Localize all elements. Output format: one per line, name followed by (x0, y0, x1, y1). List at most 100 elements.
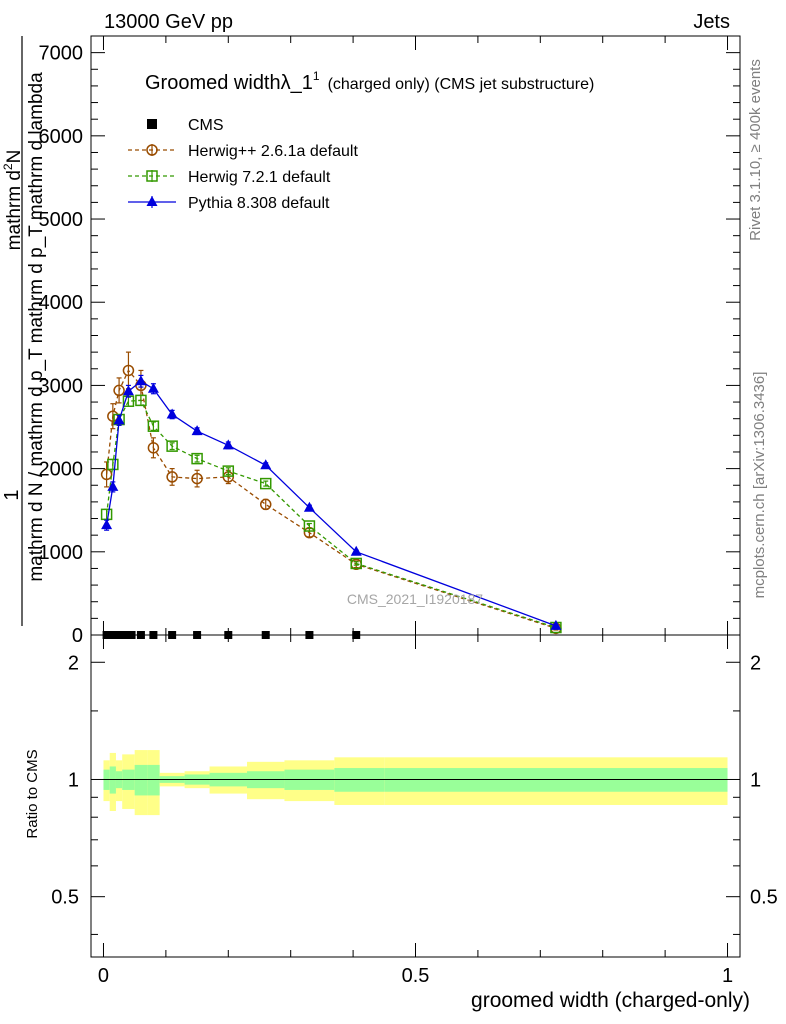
plot-title-main: Groomed widthλ_1 (145, 72, 313, 94)
data-point (107, 410, 119, 422)
legend-item: Herwig++ 2.6.1a default (128, 143, 358, 160)
plot-area (100, 351, 562, 639)
legend-label: Pythia 8.308 default (188, 195, 330, 212)
cms-data-point (127, 631, 136, 639)
ylabel-top-sup: 2 (1, 163, 15, 170)
data-point (303, 520, 316, 532)
data-point (350, 557, 362, 570)
data-point (166, 471, 178, 483)
data-point (107, 458, 119, 471)
legend-item: Pythia 8.308 default (128, 195, 330, 212)
watermark: CMS_2021_I1920187 (347, 591, 483, 607)
plot-title-sup: 1 (313, 69, 320, 83)
ratio-y-tick-label-right: 1 (750, 769, 761, 791)
cms-data-point (115, 631, 124, 639)
y-tick-label: 4000 (39, 292, 84, 314)
cms-data-point (261, 631, 270, 639)
plot-title: Groomed widthλ_11 (charged only) (CMS jet… (145, 69, 594, 94)
y-tick-label: 7000 (39, 43, 84, 65)
data-point (222, 465, 235, 477)
series-CMS (102, 631, 361, 639)
header-category: Jets (693, 11, 730, 33)
main-y-axis: 0 1000 2000 3000 4000 5000 6000 7000 (39, 36, 740, 647)
data-point (147, 382, 159, 393)
ratio-y-tick-label-right: 0.5 (750, 887, 778, 909)
ratio-y-tick-label: 0.5 (51, 887, 79, 909)
data-point (135, 375, 147, 386)
header-process: 13000 GeV pp (104, 11, 233, 33)
ylabel-denominator: mathrm d N / mathrm d p_T mathrm d p_T m… (26, 72, 47, 582)
data-point (222, 439, 234, 450)
legend-marker (146, 170, 158, 182)
x-tick-label: 0.5 (402, 965, 430, 987)
legend-label: Herwig 7.2.1 default (188, 169, 331, 186)
data-point (550, 619, 562, 630)
ylabel-numerator: 1 (1, 489, 23, 500)
ratio-axes: 0.5 0.5 1 1 2 2 0 0.5 1 (51, 635, 778, 987)
cms-data-point (121, 631, 130, 639)
x-tick-label: 1 (722, 965, 733, 987)
data-point (259, 477, 272, 490)
data-point (166, 408, 178, 419)
y-tick-label: 0 (72, 625, 83, 647)
data-point (166, 440, 178, 452)
data-point (191, 425, 203, 436)
ratio-stat-band (109, 766, 116, 794)
series-Pythia 8.308 default (101, 374, 562, 630)
legend-swatch (147, 119, 157, 129)
ratio-y-tick-label: 2 (68, 652, 79, 674)
cms-data-point (149, 631, 158, 639)
x-axis-label: groomed width (charged-only) (471, 989, 750, 1012)
plot-subtitle: (charged only) (CMS jet substructure) (328, 76, 595, 93)
data-point (101, 519, 113, 530)
ratio-y-tick-label: 1 (68, 769, 79, 791)
ratio-stat-band (134, 764, 148, 796)
y-tick-label: 1000 (39, 542, 84, 564)
data-point (135, 394, 147, 407)
rivet-label: Rivet 3.1.10, ≥ 400k events (747, 59, 764, 241)
legend-label: CMS (188, 117, 224, 134)
cms-data-point (224, 631, 233, 639)
ratio-ylabel: Ratio to CMS (24, 749, 41, 838)
mcplots-label: mcplots.cern.ch [arXiv:1306.3436] (751, 372, 768, 599)
data-point (147, 442, 160, 454)
y-tick-label: 3000 (39, 375, 84, 397)
ratio-bands (103, 750, 728, 816)
series-Herwig++ 2.6.1a default (100, 351, 562, 635)
data-point (113, 384, 125, 397)
x-tick-label: 0 (98, 965, 109, 987)
ratio-stat-band (147, 764, 160, 796)
data-point (100, 468, 113, 481)
data-point (350, 545, 362, 556)
ratio-y-tick-label-right: 2 (750, 652, 761, 674)
series-line (105, 369, 557, 629)
legend-item: CMS (147, 117, 224, 134)
y-tick-label: 5000 (39, 209, 84, 231)
y-tick-label: 2000 (39, 459, 84, 481)
cms-data-point (193, 631, 202, 639)
data-point (122, 364, 135, 377)
cms-data-point (352, 631, 361, 639)
data-point (303, 501, 315, 512)
data-point (259, 498, 272, 511)
legend: CMS Herwig++ 2.6.1a default Herwig 7.2.1 d… (128, 117, 358, 212)
data-point (122, 385, 134, 396)
legend-item: Herwig 7.2.1 default (128, 169, 331, 186)
legend-marker (146, 196, 158, 206)
main-ylabel: 1 mathrm d N / mathrm d p_T mathrm d p_T… (1, 36, 47, 626)
legend-label: Herwig++ 2.6.1a default (188, 143, 358, 160)
data-point (260, 459, 272, 470)
data-point (107, 480, 119, 491)
cms-data-point (305, 631, 314, 639)
data-point (191, 452, 203, 465)
cms-data-point (168, 631, 177, 639)
data-point (113, 414, 125, 425)
cms-data-point (136, 631, 145, 639)
series-Herwig 7.2.1 default (100, 394, 562, 634)
data-point (191, 472, 203, 485)
y-tick-label: 6000 (39, 126, 84, 148)
cms-data-point (102, 631, 111, 639)
legend-marker (146, 144, 158, 156)
data-point (147, 420, 160, 432)
